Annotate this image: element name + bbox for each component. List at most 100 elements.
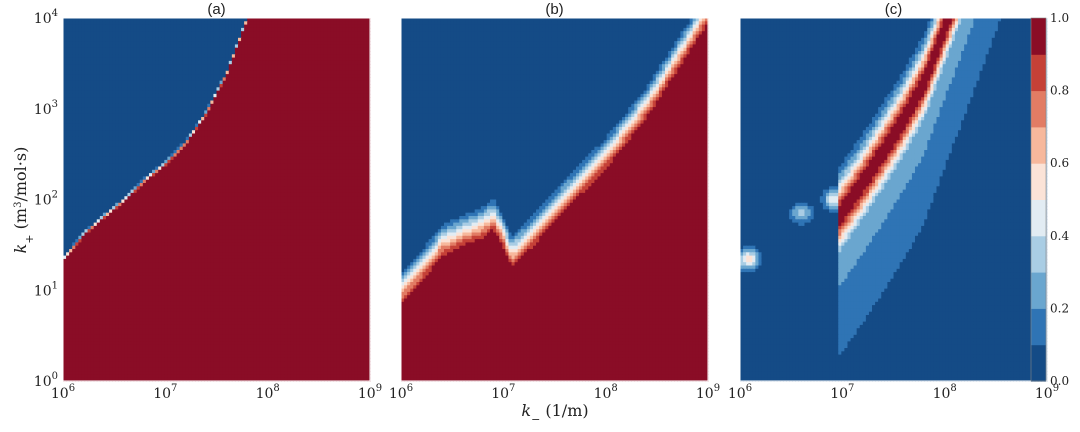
heatmap-cell — [124, 67, 129, 72]
heatmap-cell — [336, 64, 340, 69]
heatmap-cell — [136, 31, 141, 36]
heatmap-cell — [133, 51, 138, 55]
heatmap-cell — [302, 70, 307, 75]
heatmap-cell — [265, 93, 270, 98]
heatmap-cell — [161, 67, 165, 72]
heatmap-cell — [136, 44, 141, 49]
heatmap-cell — [317, 47, 322, 52]
heatmap-cell — [354, 80, 359, 85]
heatmap-cell — [330, 93, 334, 98]
heatmap-cell — [127, 24, 132, 29]
heatmap-cell — [348, 60, 353, 65]
heatmap-cell — [363, 84, 368, 88]
heatmap-cell — [158, 67, 162, 72]
heatmap-cell — [75, 97, 79, 102]
heatmap-cell — [75, 80, 79, 85]
heatmap-cell — [164, 80, 168, 85]
heatmap-cell — [115, 41, 119, 45]
heatmap-cell — [75, 41, 79, 45]
heatmap-cell — [142, 47, 147, 52]
heatmap-cell — [342, 93, 347, 98]
heatmap-cell — [72, 34, 76, 39]
heatmap-cell — [262, 57, 267, 62]
heatmap-cell — [351, 54, 356, 59]
heatmap-cell — [241, 80, 245, 85]
heatmap-cell — [164, 54, 168, 59]
heatmap-cell — [96, 70, 101, 75]
heatmap-cell — [81, 97, 86, 102]
heatmap-cell — [336, 90, 340, 95]
heatmap-cell — [148, 64, 153, 69]
heatmap-cell — [327, 74, 331, 78]
heatmap-cell — [121, 57, 125, 62]
heatmap-cell — [112, 67, 116, 72]
heatmap-cell — [96, 51, 101, 55]
heatmap-cell — [142, 44, 147, 49]
heatmap-cell — [152, 44, 156, 49]
heatmap-cell — [265, 90, 270, 95]
heatmap-cell — [256, 67, 261, 72]
heatmap-cell — [161, 18, 165, 22]
heatmap-cell — [222, 70, 227, 75]
heatmap-cell — [250, 27, 254, 32]
heatmap-cell — [176, 80, 181, 85]
heatmap-cell — [78, 60, 83, 65]
heatmap-cell — [348, 67, 353, 72]
heatmap-cell — [256, 41, 261, 45]
heatmap-cell — [250, 41, 254, 45]
heatmap-cell — [185, 44, 190, 49]
heatmap-cell — [336, 74, 340, 78]
heatmap-cell — [256, 44, 261, 49]
heatmap-cell — [185, 41, 190, 45]
heatmap-cell — [96, 97, 101, 102]
heatmap-cell — [109, 57, 113, 62]
heatmap-cell — [305, 87, 310, 92]
heatmap-cell — [170, 90, 175, 95]
heatmap-cell — [360, 60, 365, 65]
heatmap-cell — [241, 57, 245, 62]
heatmap-cell — [81, 64, 86, 69]
heatmap-cell — [145, 64, 150, 69]
heatmap-cell — [118, 60, 122, 65]
heatmap-cell — [265, 64, 270, 69]
heatmap-cell — [216, 87, 221, 92]
heatmap-cell — [293, 18, 297, 22]
heatmap-cell — [127, 60, 132, 65]
heatmap-cell — [342, 24, 347, 29]
heatmap-cell — [75, 60, 79, 65]
heatmap-cell — [327, 60, 331, 65]
heatmap-cell — [222, 84, 227, 88]
heatmap-cell — [78, 64, 83, 69]
heatmap-cell — [164, 51, 168, 55]
heatmap-cell — [72, 37, 76, 42]
heatmap-cell — [63, 37, 67, 42]
heatmap-cell — [225, 24, 230, 29]
heatmap-cell — [280, 34, 285, 39]
heatmap-cell — [204, 74, 208, 78]
heatmap-cell — [274, 77, 279, 82]
heatmap-cell — [290, 31, 294, 36]
heatmap-cell — [339, 44, 343, 49]
heatmap-cell — [118, 80, 122, 85]
heatmap-cell — [127, 80, 132, 85]
heatmap-cell — [63, 64, 67, 69]
heatmap-cell — [302, 84, 307, 88]
heatmap-cell — [228, 80, 233, 85]
heatmap-cell — [299, 51, 304, 55]
heatmap-cell — [148, 31, 153, 36]
heatmap-cell — [81, 24, 86, 29]
heatmap-cell — [87, 34, 92, 39]
heatmap-cell — [207, 74, 211, 78]
heatmap-cell — [204, 27, 208, 32]
heatmap-cell — [231, 18, 236, 22]
heatmap-cell — [274, 87, 279, 92]
heatmap-cell — [99, 37, 104, 42]
heatmap-cell — [204, 80, 208, 85]
heatmap-cell — [250, 51, 254, 55]
heatmap-cell — [130, 80, 135, 85]
heatmap-cell — [158, 84, 162, 88]
heatmap-cell — [241, 41, 245, 45]
heatmap-cell — [164, 67, 168, 72]
heatmap-cell — [308, 54, 313, 59]
heatmap-cell — [366, 80, 371, 85]
